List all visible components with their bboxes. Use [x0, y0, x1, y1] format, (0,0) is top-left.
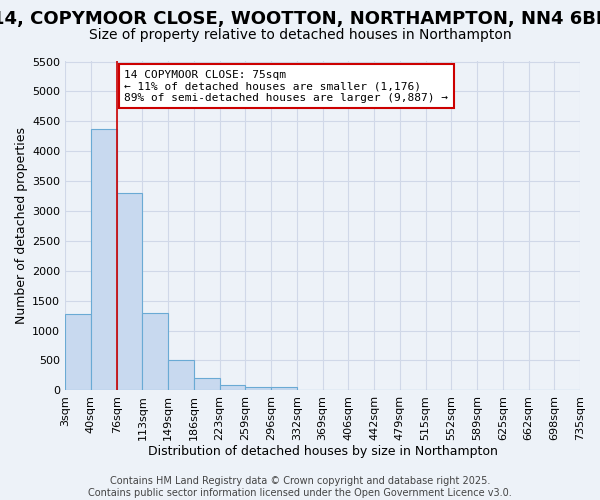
Text: Size of property relative to detached houses in Northampton: Size of property relative to detached ho…: [89, 28, 511, 42]
Y-axis label: Number of detached properties: Number of detached properties: [15, 128, 28, 324]
Bar: [65, 314, 91, 390]
Bar: [116, 193, 142, 390]
Text: 14 COPYMOOR CLOSE: 75sqm
← 11% of detached houses are smaller (1,176)
89% of sem: 14 COPYMOOR CLOSE: 75sqm ← 11% of detach…: [124, 70, 448, 103]
Bar: [220, 385, 245, 390]
X-axis label: Distribution of detached houses by size in Northampton: Distribution of detached houses by size …: [148, 444, 497, 458]
Bar: [168, 360, 194, 390]
Text: Contains HM Land Registry data © Crown copyright and database right 2025.
Contai: Contains HM Land Registry data © Crown c…: [88, 476, 512, 498]
Bar: [245, 387, 271, 390]
Text: 14, COPYMOOR CLOSE, WOOTTON, NORTHAMPTON, NN4 6BL: 14, COPYMOOR CLOSE, WOOTTON, NORTHAMPTON…: [0, 10, 600, 28]
Bar: [271, 387, 297, 390]
Bar: [142, 313, 168, 390]
Bar: [91, 129, 116, 390]
Bar: [194, 378, 220, 390]
